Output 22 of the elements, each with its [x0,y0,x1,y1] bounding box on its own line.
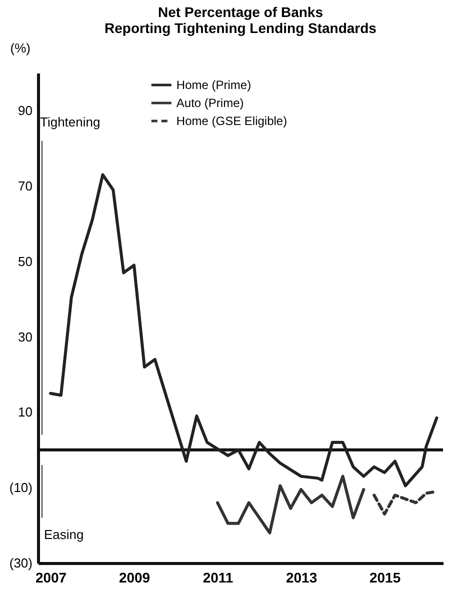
y-axis-title: (%) [10,40,30,56]
x-tick-label: 2011 [202,570,234,586]
y-tick-label: 90 [18,103,32,118]
line-series [49,173,438,488]
line-series [216,474,366,534]
legend-label: Home (Prime) [176,78,252,92]
y-tick-label: (10) [9,480,32,496]
legend-label: Home (GSE Eligible) [176,114,288,128]
text: Reporting Tightening Lending Standards [104,20,376,36]
y-tick-label: 50 [18,254,32,269]
legend-label: Auto (Prime) [176,96,244,110]
y-tick-label: 10 [18,404,32,420]
x-tick-label: 2007 [35,570,67,586]
y-tick-label: 30 [18,329,32,344]
annotation: Tightening [40,114,100,130]
x-tick-label: 2013 [286,570,318,586]
y-tick-label: 70 [18,178,32,194]
annotation: Easing [44,527,84,542]
x-tick-label: 2009 [118,570,150,586]
y-tick-label: (30) [9,556,32,570]
text: Net Percentage of Banks [158,4,323,20]
x-tick-label: 2015 [369,570,401,586]
